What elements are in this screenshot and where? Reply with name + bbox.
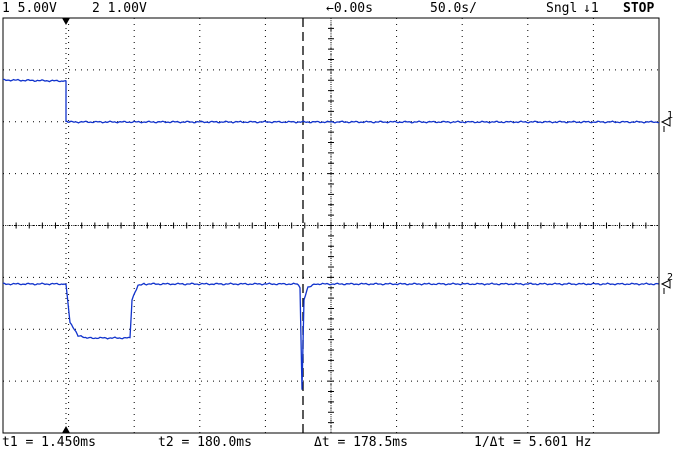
inv-delta-t-readout: 1/Δt = 5.601 Hz bbox=[474, 435, 592, 450]
trigger-marker-icon bbox=[62, 18, 70, 25]
ground-marker-icon bbox=[660, 279, 671, 289]
trigger-delay[interactable]: ←0.00s bbox=[326, 1, 373, 16]
timebase[interactable]: 50.0s/ bbox=[430, 1, 477, 16]
trigger-source[interactable]: ↓1 bbox=[583, 1, 599, 16]
ch2-scale[interactable]: 2 1.00V bbox=[92, 1, 147, 16]
ch2-trace bbox=[2, 282, 659, 390]
delta-t-readout: Δt = 178.5ms bbox=[314, 435, 408, 450]
ch1-trace bbox=[2, 78, 660, 124]
t1-readout: t1 = 1.450ms bbox=[2, 435, 96, 450]
run-state[interactable]: STOP bbox=[623, 1, 655, 16]
t2-readout: t2 = 180.0ms bbox=[158, 435, 252, 450]
measurement-bar: t1 = 1.450ms t2 = 180.0ms Δt = 178.5ms 1… bbox=[0, 434, 674, 452]
ground-marker-icon bbox=[660, 117, 671, 127]
ch1-scale[interactable]: 1 5.00V bbox=[2, 1, 57, 16]
status-bar: 1 5.00V 2 1.00V ←0.00s 50.0s/ Sngl ↓1 ST… bbox=[0, 0, 674, 18]
acq-mode[interactable]: Sngl bbox=[546, 1, 578, 16]
trigger-marker-icon bbox=[62, 426, 70, 433]
channel-marker-label: 1 bbox=[667, 110, 673, 121]
channel-marker-label: 2 bbox=[667, 272, 673, 283]
